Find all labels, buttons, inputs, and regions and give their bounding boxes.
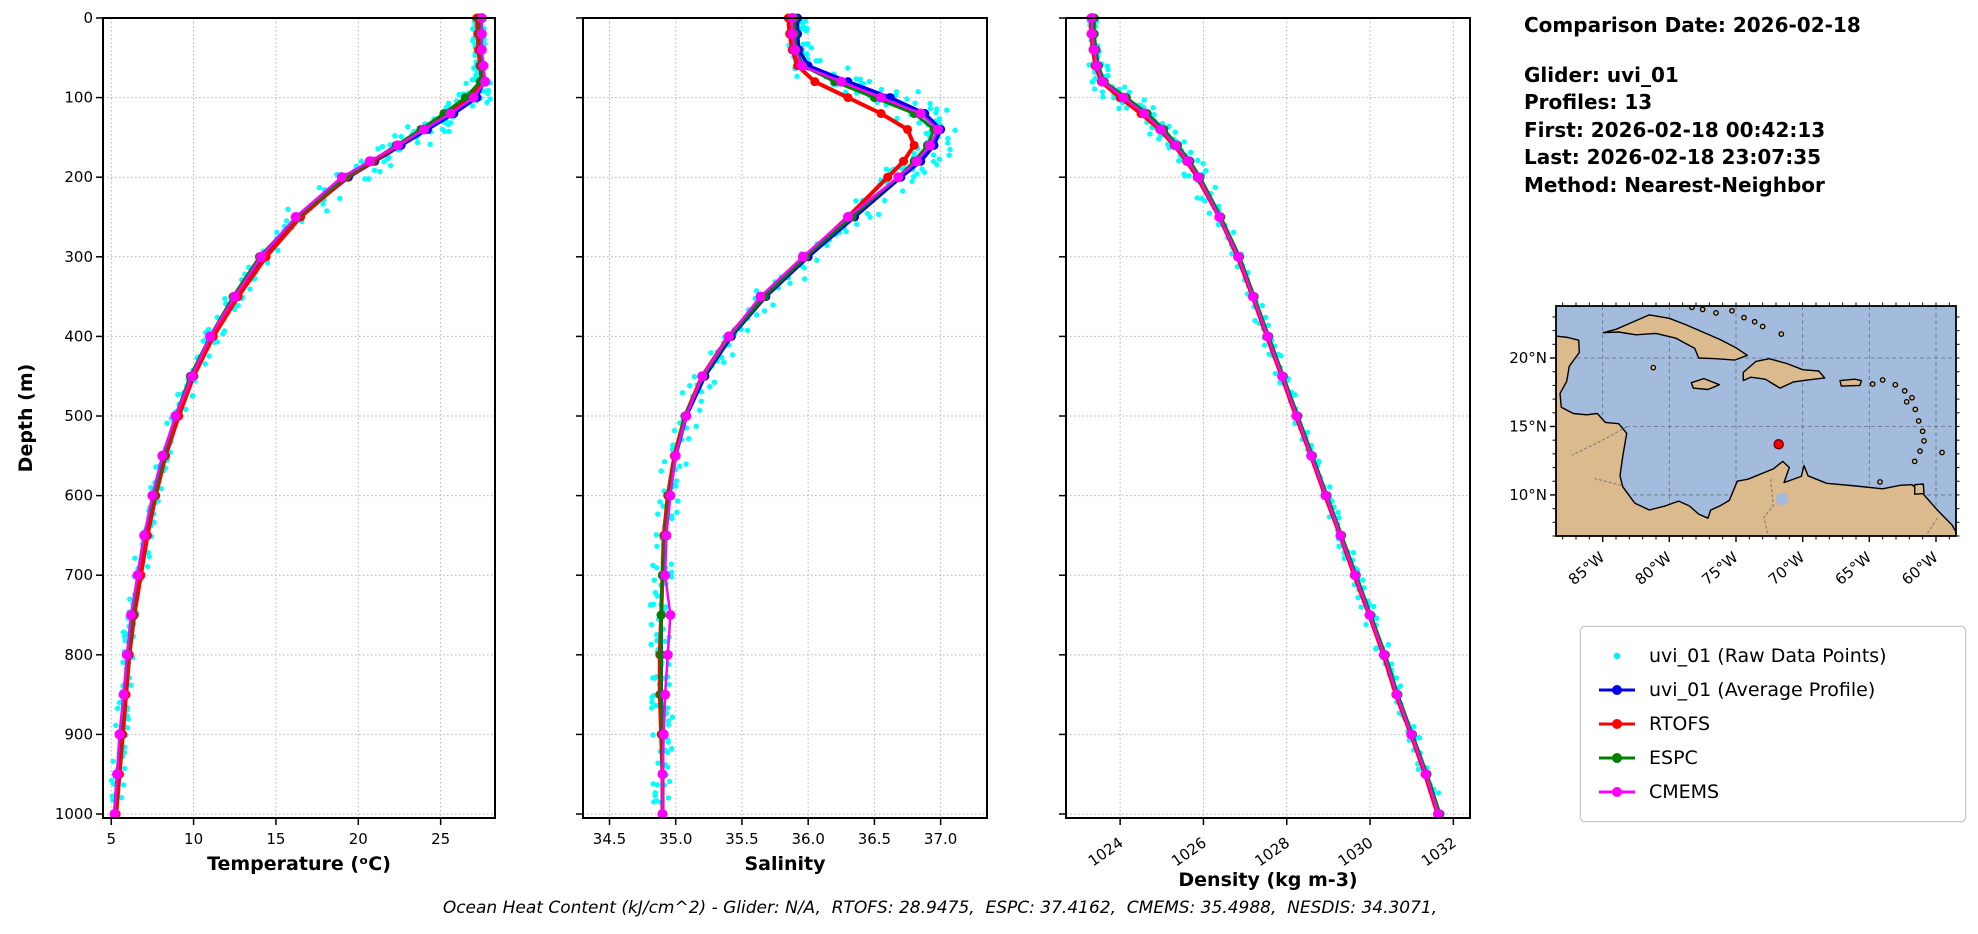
svg-text:Salinity: Salinity (744, 853, 826, 875)
svg-text:Density (kg m-3): Density (kg m-3) (1178, 869, 1357, 891)
legend-item: uvi_01 (Raw Data Points) (1597, 639, 1949, 673)
svg-text:200: 200 (64, 168, 93, 186)
line-marker-icon (1599, 719, 1635, 729)
svg-text:65°W: 65°W (1832, 548, 1875, 589)
svg-text:400: 400 (64, 327, 93, 345)
legend-item: RTOFS (1597, 707, 1949, 741)
line-marker-icon (1599, 753, 1635, 763)
svg-text:36.0: 36.0 (791, 830, 824, 848)
svg-text:35.0: 35.0 (659, 830, 692, 848)
svg-text:100: 100 (64, 89, 93, 107)
svg-text:36.5: 36.5 (858, 830, 891, 848)
svg-text:85°W: 85°W (1565, 548, 1608, 589)
svg-text:34.5: 34.5 (593, 830, 626, 848)
glider-position-marker (1773, 439, 1784, 450)
legend-item: ESPC (1597, 741, 1949, 775)
density-plot: 1024 1026 1028 1030 1032 Density (kg m-3) (1059, 13, 1471, 891)
info-panel: Comparison Date: 2026-02-18 Glider: uvi_… (1524, 12, 1861, 200)
svg-text:300: 300 (64, 248, 93, 266)
line-marker-icon (1599, 787, 1635, 797)
svg-text:5: 5 (106, 830, 116, 848)
svg-text:37.0: 37.0 (924, 830, 957, 848)
last-profile-time: Last: 2026-02-18 23:07:35 (1524, 145, 1822, 170)
svg-text:1030: 1030 (1335, 834, 1377, 871)
glider-name: Glider: uvi_01 (1524, 62, 1679, 87)
comparison-date: Comparison Date: 2026-02-18 (1524, 13, 1861, 37)
scatter-marker-icon (1613, 652, 1621, 660)
svg-text:Depth (m): Depth (m) (15, 364, 37, 473)
legend-label: uvi_01 (Average Profile) (1649, 679, 1876, 701)
svg-text:15°N: 15°N (1509, 417, 1547, 435)
svg-text:800: 800 (64, 646, 93, 664)
salinity-plot: 34.5 35.0 35.5 36.0 36.5 37.0 Salinity (576, 13, 988, 875)
svg-text:10: 10 (184, 830, 203, 848)
svg-text:20°N: 20°N (1509, 349, 1547, 367)
svg-text:25: 25 (431, 830, 450, 848)
svg-text:20: 20 (349, 830, 368, 848)
svg-text:0: 0 (83, 9, 93, 27)
svg-text:15: 15 (266, 830, 285, 848)
profiles-count: Profiles: 13 (1524, 90, 1653, 115)
svg-text:1000: 1000 (55, 805, 93, 823)
legend-label: uvi_01 (Raw Data Points) (1649, 645, 1887, 667)
svg-text:600: 600 (64, 487, 93, 505)
temperature-plot: 5 10 15 20 25 0 100 200 300 400 500 600 700 800 900 100… (15, 9, 496, 875)
svg-text:75°W: 75°W (1698, 548, 1741, 589)
legend-label: CMEMS (1649, 781, 1720, 803)
svg-text:35.5: 35.5 (725, 830, 758, 848)
legend-item: uvi_01 (Average Profile) (1597, 673, 1949, 707)
line-marker-icon (1599, 685, 1635, 695)
svg-text:500: 500 (64, 407, 93, 425)
svg-text:60°W: 60°W (1898, 548, 1941, 589)
svg-text:1028: 1028 (1251, 834, 1293, 871)
svg-text:10°N: 10°N (1509, 486, 1547, 504)
location-map: 85°W 80°W 75°W 70°W 65°W 60°W 10°N 15°N 20°N (1509, 302, 1960, 589)
svg-text:1026: 1026 (1168, 834, 1210, 871)
legend-label: ESPC (1649, 747, 1698, 769)
svg-text:70°W: 70°W (1765, 548, 1808, 589)
first-profile-time: First: 2026-02-18 00:42:13 (1524, 117, 1826, 142)
svg-text:900: 900 (64, 725, 93, 743)
interp-method: Method: Nearest-Neighbor (1524, 172, 1825, 197)
svg-text:1032: 1032 (1418, 834, 1460, 871)
ohc-caption: Ocean Heat Content (kJ/cm^2) - Glider: N… (442, 898, 1438, 918)
svg-text:1024: 1024 (1085, 834, 1127, 871)
svg-text:Temperature (ᵒC): Temperature (ᵒC) (207, 853, 391, 875)
svg-text:700: 700 (64, 566, 93, 584)
legend-item: CMEMS (1597, 775, 1949, 809)
legend-box: uvi_01 (Raw Data Points) uvi_01 (Average … (1580, 626, 1966, 822)
svg-text:80°W: 80°W (1632, 548, 1675, 589)
legend-label: RTOFS (1649, 713, 1711, 735)
